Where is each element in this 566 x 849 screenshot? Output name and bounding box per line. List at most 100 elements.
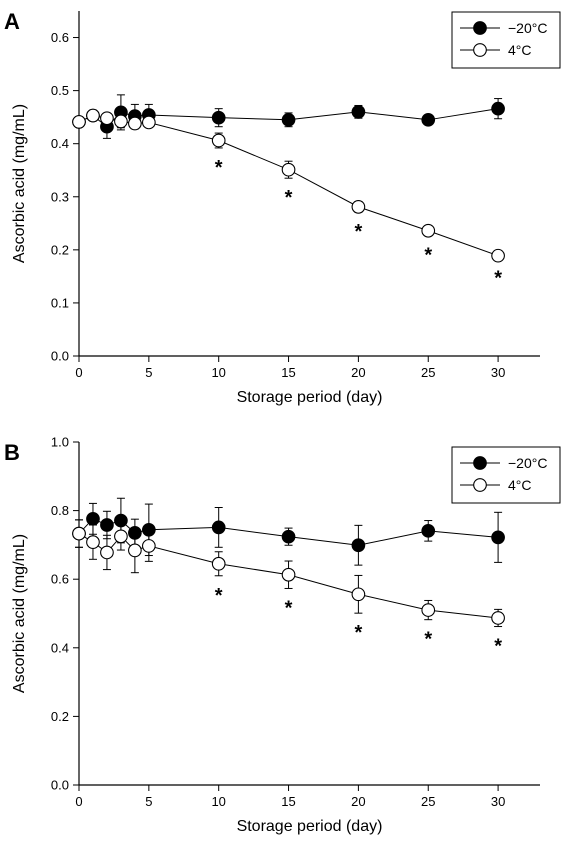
significance-asterisk: *: [285, 597, 293, 619]
y-axis-title: Ascorbic acid (mg/mL): [11, 104, 28, 263]
x-tick-label: 15: [281, 365, 295, 380]
data-point: [128, 116, 142, 131]
legend-marker: [473, 456, 487, 470]
y-tick-label: 0.6: [51, 30, 69, 45]
x-axis-title: Storage period (day): [237, 818, 383, 835]
series-4c: [72, 519, 505, 628]
x-tick-label: 10: [211, 365, 225, 380]
y-tick-label: 0.0: [51, 778, 69, 793]
legend-box: [451, 11, 561, 69]
data-point: [86, 511, 100, 526]
data-point: [491, 101, 505, 116]
y-tick-labels: 0.0 0.1 0.2 0.3 0.4 0.5 0.6: [51, 30, 79, 364]
data-point: [86, 535, 100, 550]
data-point: [128, 543, 142, 558]
y-tick-label: 0.6: [51, 572, 69, 587]
x-tick-label: 25: [421, 794, 435, 809]
y-tick-labels: 0.0 0.2 0.4 0.6 0.8 1.0: [51, 435, 79, 793]
significance-asterisk: *: [215, 585, 223, 607]
data-point: [281, 567, 296, 582]
chart-panel-b: B 0 5 10 15 20 25 30 0.0 0.2 0.4 0.6 0.8 1.0 Storage p…: [4, 435, 561, 835]
legend-marker: [473, 43, 487, 57]
y-tick-label: 0.3: [51, 189, 69, 204]
legend: −20°C 4°C: [451, 446, 561, 504]
y-tick-label: 1.0: [51, 435, 69, 450]
panel-label: A: [4, 9, 20, 34]
series-minus20c: [72, 94, 505, 139]
x-tick-label: 20: [351, 365, 365, 380]
data-point: [491, 611, 505, 625]
data-point: [141, 115, 156, 130]
legend-label: 4°C: [508, 42, 532, 58]
data-point: [211, 520, 226, 535]
significance-asterisk: *: [354, 622, 362, 644]
data-point: [100, 518, 114, 532]
legend-marker: [473, 478, 487, 492]
data-point: [421, 603, 436, 617]
data-point: [211, 133, 226, 148]
data-point: [421, 223, 436, 238]
y-tick-label: 0.5: [51, 83, 69, 98]
x-tick-label: 30: [491, 365, 505, 380]
data-point: [351, 104, 366, 119]
data-point: [72, 115, 86, 129]
y-axis-title: Ascorbic acid (mg/mL): [11, 534, 28, 693]
data-point: [114, 114, 128, 129]
significance-asterisk: *: [494, 267, 502, 289]
y-tick-label: 0.1: [51, 295, 69, 310]
y-tick-label: 0.4: [51, 640, 69, 655]
data-point: [72, 526, 86, 541]
significance-asterisk: *: [424, 245, 432, 267]
data-point: [421, 523, 436, 538]
significance-asterisk: *: [215, 157, 223, 179]
data-point: [211, 110, 226, 125]
x-tick-label: 10: [211, 794, 225, 809]
x-tick-label: 25: [421, 365, 435, 380]
x-axis-title: Storage period (day): [237, 389, 383, 406]
y-tick-label: 0.2: [51, 242, 69, 257]
x-tick-label: 20: [351, 794, 365, 809]
significance-asterisk: *: [424, 629, 432, 651]
data-point: [491, 248, 505, 263]
y-tick-label: 0.0: [51, 349, 69, 364]
x-tick-label: 30: [491, 794, 505, 809]
significance-asterisk: *: [354, 221, 362, 243]
legend-label: −20°C: [508, 455, 547, 471]
data-point: [211, 556, 226, 571]
series-line: [78, 115, 499, 257]
chart-panel-a: A 0 5 10 15 20 25 30 0.0 0.1 0.2 0.3 0.4 0.5 0.6 Storag…: [4, 9, 561, 406]
legend-label: 4°C: [508, 477, 532, 493]
legend-label: −20°C: [508, 20, 547, 36]
data-point: [281, 112, 296, 127]
panel-label: B: [4, 440, 20, 465]
x-tick-label: 0: [75, 794, 82, 809]
series-4c: [72, 108, 505, 263]
data-point: [281, 162, 296, 177]
data-point: [100, 111, 114, 126]
y-tick-label: 0.2: [51, 709, 69, 724]
data-point: [86, 108, 100, 123]
x-tick-labels: 0 5 10 15 20 25 30: [75, 356, 505, 380]
data-point: [141, 539, 156, 553]
data-point: [491, 530, 505, 545]
x-tick-label: 0: [75, 365, 82, 380]
data-point: [281, 529, 296, 544]
data-point: [421, 112, 436, 127]
data-point: [114, 529, 128, 544]
x-tick-label: 5: [145, 794, 152, 809]
legend: −20°C 4°C: [451, 11, 561, 69]
x-tick-label: 15: [281, 794, 295, 809]
legend-box: [451, 446, 561, 504]
y-tick-label: 0.4: [51, 136, 69, 151]
x-tick-label: 5: [145, 365, 152, 380]
significance-asterisk: *: [285, 187, 293, 209]
data-point: [351, 587, 366, 602]
significance-asterisk: *: [494, 636, 502, 658]
data-point: [351, 200, 366, 214]
data-point: [100, 545, 114, 560]
data-point: [351, 538, 366, 553]
legend-marker: [473, 21, 487, 35]
x-tick-labels: 0 5 10 15 20 25 30: [75, 785, 505, 809]
y-tick-label: 0.8: [51, 503, 69, 518]
